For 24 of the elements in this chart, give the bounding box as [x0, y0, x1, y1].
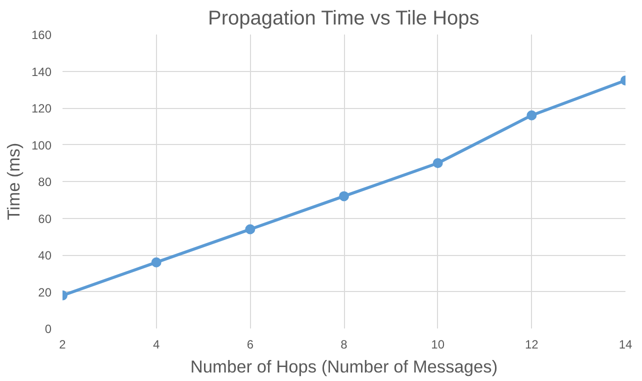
- x-tick-label: 10: [431, 338, 445, 352]
- x-tick-label: 2: [59, 338, 66, 352]
- x-tick-label: 6: [246, 338, 254, 352]
- y-tick-label: 120: [31, 102, 52, 116]
- y-tick-label: 0: [44, 322, 52, 336]
- point: [339, 191, 349, 202]
- x-tick-label: 4: [152, 338, 160, 352]
- y-tick-label: 140: [31, 64, 52, 79]
- y-axis-title: Time (ms): [3, 142, 24, 220]
- x-tick-label: 14: [618, 338, 632, 352]
- y-tick-label: 160: [31, 28, 52, 42]
- y-tick-label: 100: [31, 138, 52, 152]
- x-tick-label: 12: [524, 338, 539, 352]
- y-tick-label: 60: [38, 212, 52, 226]
- point: [432, 158, 443, 168]
- point: [526, 110, 537, 120]
- y-tick-label: 40: [38, 248, 52, 262]
- y-tick-label: 20: [38, 285, 52, 300]
- x-tick-label: 8: [340, 338, 348, 352]
- point: [151, 257, 162, 268]
- x-axis-title: Number of Hops (Number of Messages): [190, 356, 498, 376]
- chart-title: Propagation Time vs Tile Hops: [208, 8, 480, 30]
- y-tick-label: 80: [38, 175, 52, 189]
- point: [245, 224, 256, 234]
